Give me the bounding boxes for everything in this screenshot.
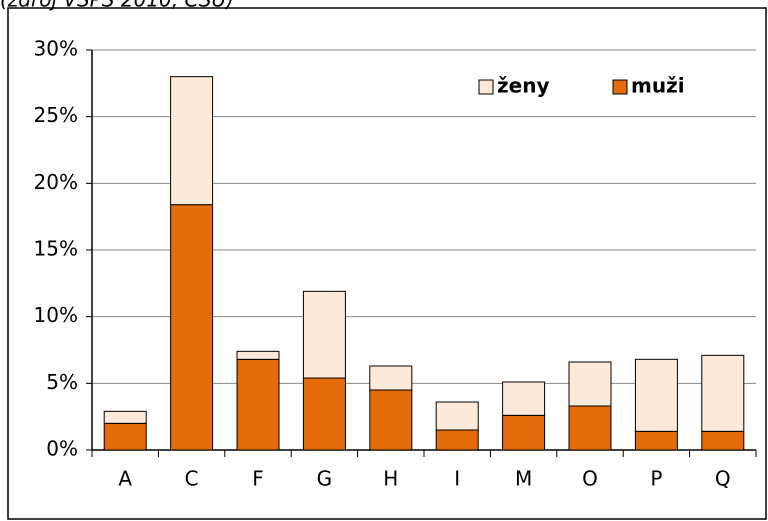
- bar-segment: [302, 290, 346, 379]
- bar-segment: [170, 76, 214, 206]
- bar-segment: [502, 414, 546, 451]
- y-tick-label: 25%: [34, 103, 78, 127]
- x-tick-label: I: [454, 467, 460, 491]
- bar-segment: [369, 389, 413, 451]
- x-tick-label: A: [118, 467, 132, 491]
- bar-segment: [236, 350, 280, 360]
- legend-swatch: [478, 79, 494, 95]
- bar-segment: [170, 204, 214, 451]
- x-tick-label: G: [317, 467, 333, 491]
- bar-segment: [701, 430, 745, 451]
- bar-segment: [634, 358, 678, 432]
- bar-segment: [568, 361, 612, 407]
- bar-segment: [502, 381, 546, 416]
- y-tick-label: 0%: [46, 437, 78, 461]
- bar-segment: [236, 358, 280, 451]
- legend-swatch: [612, 79, 628, 95]
- x-tick-label: O: [582, 467, 598, 491]
- y-tick-label: 15%: [34, 237, 78, 261]
- bar-segment: [634, 430, 678, 451]
- x-tick-label: P: [650, 467, 662, 491]
- x-tick-label: F: [252, 467, 264, 491]
- bar-segment: [568, 405, 612, 451]
- y-tick-label: 30%: [34, 37, 78, 61]
- y-tick-label: 20%: [34, 170, 78, 194]
- bar-segment: [435, 429, 479, 451]
- bar-segment: [302, 377, 346, 451]
- legend-label: muži: [631, 74, 685, 98]
- x-tick-label: H: [383, 467, 398, 491]
- legend-label: ženy: [497, 74, 549, 98]
- bar-segment: [701, 354, 745, 432]
- y-tick-label: 10%: [34, 303, 78, 327]
- chart-subtitle: (zdroj VŠPS 2010, ČSÚ): [0, 0, 234, 12]
- bar-segment: [103, 410, 147, 424]
- bar-segment: [369, 365, 413, 391]
- x-tick-label: Q: [715, 467, 731, 491]
- bar-segment: [435, 401, 479, 431]
- x-tick-label: C: [185, 467, 199, 491]
- y-tick-label: 5%: [46, 370, 78, 394]
- x-tick-label: M: [515, 467, 532, 491]
- bar-segment: [103, 422, 147, 451]
